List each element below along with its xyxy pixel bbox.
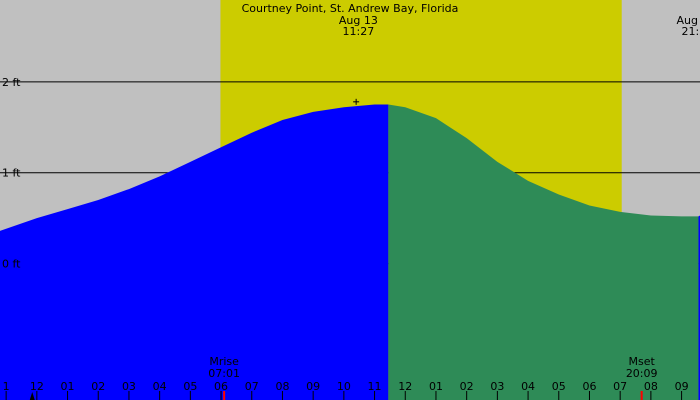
moon-event-time-1: 20:09 — [626, 367, 658, 380]
y-tick-label-1ft: 1 ft — [2, 167, 21, 180]
moon-event-time-0: 07:01 — [208, 367, 240, 380]
x-tick-label-18: 05 — [552, 380, 566, 393]
x-tick-label-20: 07 — [613, 380, 627, 393]
moon-event-label-0: Mrise — [209, 355, 239, 368]
y-tick-label-2ft: 2 ft — [2, 76, 21, 89]
x-tick-label-13: 12 — [398, 380, 412, 393]
high-tide-date: Aug 13 — [339, 14, 378, 27]
x-tick-label-0: 1 — [3, 380, 10, 393]
x-tick-label-11: 10 — [337, 380, 351, 393]
x-tick-label-21: 08 — [644, 380, 658, 393]
x-tick-label-2: 01 — [61, 380, 75, 393]
next-extreme-date: Aug — [676, 14, 697, 27]
x-tick-label-1: 12 — [30, 380, 44, 393]
x-tick-label-6: 05 — [183, 380, 197, 393]
x-tick-label-5: 04 — [153, 380, 167, 393]
rising-tide-area — [0, 104, 389, 400]
y-axis-labels: 2 ft 1 ft 0 ft — [2, 76, 21, 271]
next-extreme-time: 21:3 — [681, 25, 700, 38]
falling-tide-area — [388, 104, 699, 400]
x-tick-label-16: 03 — [490, 380, 504, 393]
x-tick-label-22: 09 — [675, 380, 689, 393]
x-tick-label-8: 07 — [245, 380, 259, 393]
x-tick-label-9: 08 — [275, 380, 289, 393]
chart-title: Courtney Point, St. Andrew Bay, Florida — [242, 2, 459, 15]
current-time-marker — [29, 392, 35, 400]
x-axis: 1 12 01 02 03 04 05 06 07 08 09 10 11 12 01 02 03 04 05 06 0… — [3, 380, 689, 400]
y-tick-label-0ft: 0 ft — [2, 258, 21, 271]
x-tick-label-17: 04 — [521, 380, 535, 393]
crosshair-marker — [353, 98, 360, 105]
x-tick-label-12: 11 — [368, 380, 382, 393]
x-tick-label-15: 02 — [460, 380, 474, 393]
x-tick-label-7: 06 — [214, 380, 228, 393]
x-tick-label-10: 09 — [306, 380, 320, 393]
moon-event-label-1: Mset — [629, 355, 656, 368]
x-tick-label-3: 02 — [91, 380, 105, 393]
x-tick-label-19: 06 — [582, 380, 596, 393]
high-tide-time: 11:27 — [343, 25, 375, 38]
x-tick-label-4: 03 — [122, 380, 136, 393]
x-tick-label-14: 01 — [429, 380, 443, 393]
